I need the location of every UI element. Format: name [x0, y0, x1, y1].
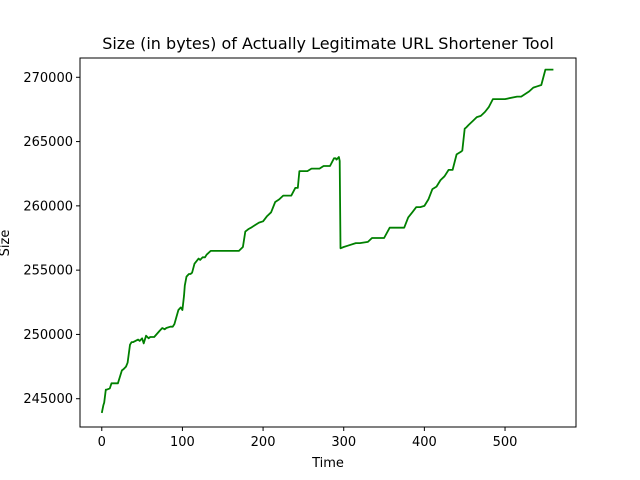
x-tick-label: 200	[251, 435, 276, 450]
series-line-0	[100, 68, 554, 414]
chart-title: Size (in bytes) of Actually Legitimate U…	[102, 34, 554, 53]
x-axis-title: Time	[311, 456, 344, 471]
plot-area: 0 100 200 300 400 500 245000 250000 255000 260000…	[23, 57, 577, 450]
x-tick-label: 500	[493, 435, 518, 450]
x-tick-label: 400	[412, 435, 437, 450]
x-tick-label: 300	[331, 435, 356, 450]
y-tick-label: 245000	[23, 392, 73, 407]
y-tick-label: 260000	[23, 199, 73, 214]
y-tick-label: 255000	[23, 264, 73, 279]
y-tick-label: 265000	[23, 135, 73, 150]
x-tick-label: 0	[98, 435, 106, 450]
y-tick-label: 250000	[23, 328, 73, 343]
y-tick-label: 270000	[23, 71, 73, 86]
axes-frame	[79, 57, 577, 428]
x-tick-label: 100	[170, 435, 195, 450]
y-axis-title: Size	[0, 230, 13, 257]
